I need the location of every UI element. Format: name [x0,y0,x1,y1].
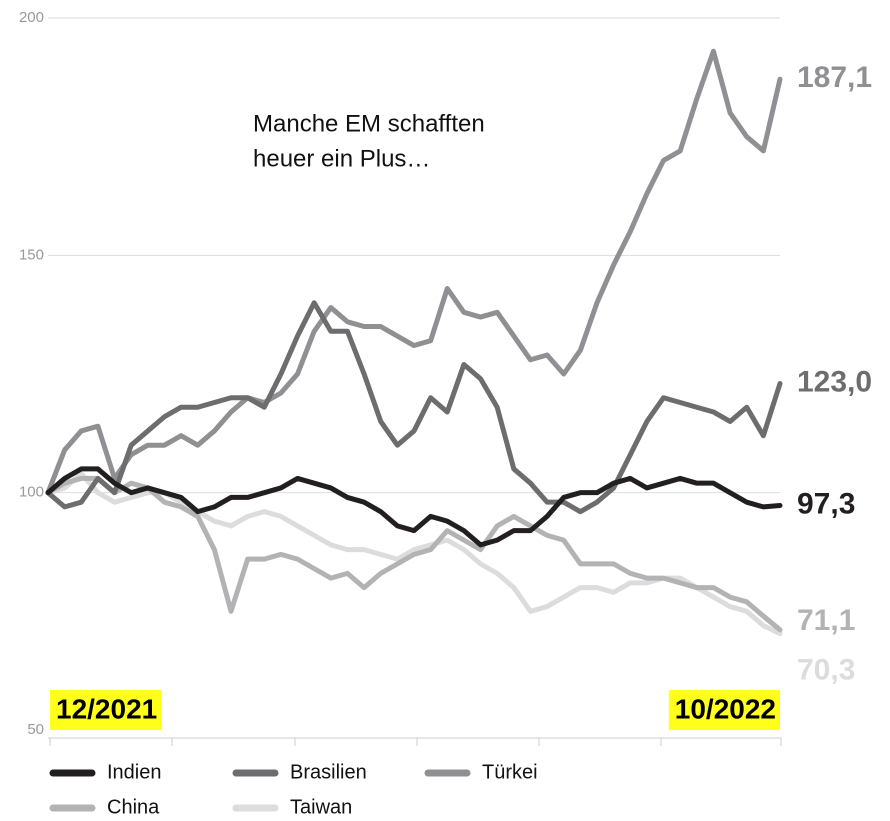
x-tick-label: 12/2021 [56,693,157,724]
legend-label: Brasilien [290,761,367,783]
label-highlight [668,690,780,730]
x-tick-label: 10/2022 [675,693,776,724]
legend-label: China [107,796,160,818]
series-line [45,475,783,633]
x-tick-label-box: 12/2021 [50,690,162,730]
end-label: 97,3 [797,487,855,520]
y-tick-label: 100 [19,484,44,501]
label-highlight [50,690,162,730]
legend-label: Taiwan [290,796,352,818]
legend-label: Indien [107,761,162,783]
series-line [45,48,783,496]
y-tick-label: 150 [19,246,44,263]
y-tick-label: 50 [27,721,44,738]
end-label: 71,1 [797,604,855,637]
series-line [45,300,783,515]
end-label: 187,1 [797,61,872,94]
end-label: 70,3 [797,654,855,687]
y-tick-label: 200 [19,9,44,26]
x-tick-label-box: 10/2022 [668,690,780,730]
annotation: Manche EM schafften [253,110,485,137]
legend-label: Türkei [482,761,538,783]
annotation: heuer ein Plus… [253,145,430,172]
x-axis-ticks [49,738,782,746]
series-line [45,466,783,548]
end-label: 123,0 [797,365,872,398]
